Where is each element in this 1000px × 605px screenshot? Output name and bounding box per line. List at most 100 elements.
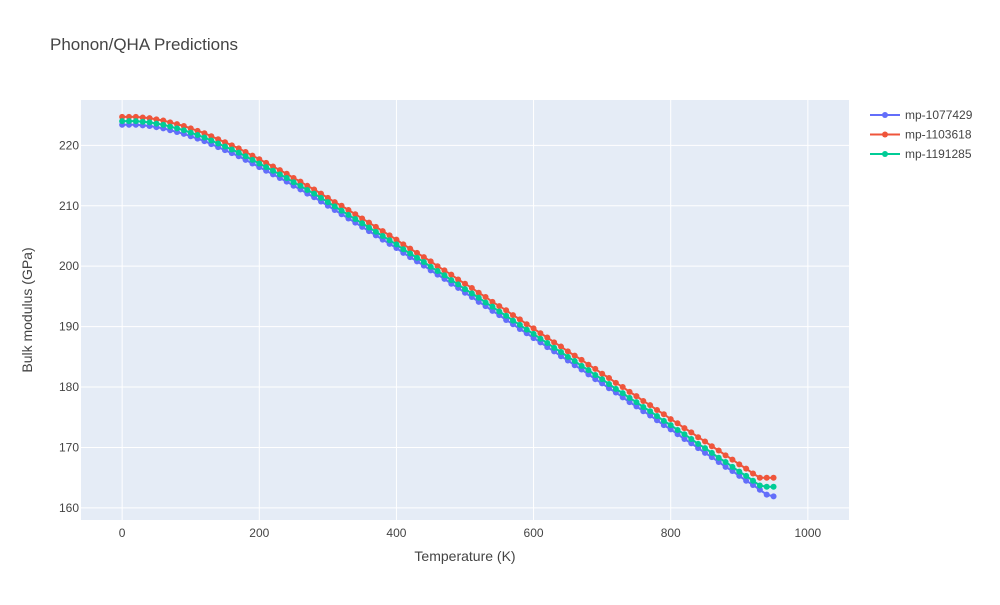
- data-point[interactable]: [119, 118, 126, 125]
- data-point[interactable]: [228, 142, 235, 149]
- data-point[interactable]: [510, 312, 516, 319]
- data-point[interactable]: [215, 140, 222, 147]
- data-point[interactable]: [489, 298, 496, 305]
- data-point[interactable]: [544, 344, 551, 351]
- data-point[interactable]: [379, 232, 386, 239]
- data-point[interactable]: [331, 199, 338, 206]
- data-point[interactable]: [660, 417, 667, 424]
- data-point[interactable]: [578, 362, 585, 369]
- data-point[interactable]: [681, 431, 688, 438]
- data-point[interactable]: [592, 376, 599, 383]
- data-point[interactable]: [324, 199, 331, 206]
- data-point[interactable]: [564, 348, 571, 355]
- data-point[interactable]: [174, 121, 180, 128]
- data-point[interactable]: [270, 167, 276, 174]
- data-point[interactable]: [462, 280, 468, 287]
- data-point[interactable]: [558, 349, 564, 355]
- data-point[interactable]: [619, 390, 626, 397]
- data-point[interactable]: [263, 164, 270, 171]
- data-point[interactable]: [770, 493, 777, 500]
- data-point[interactable]: [276, 167, 283, 174]
- data-point[interactable]: [674, 420, 681, 427]
- data-point[interactable]: [722, 452, 729, 459]
- data-point[interactable]: [667, 416, 674, 423]
- data-point[interactable]: [708, 449, 715, 456]
- data-point[interactable]: [558, 353, 564, 360]
- data-point[interactable]: [359, 215, 366, 222]
- data-point[interactable]: [708, 443, 715, 450]
- data-point[interactable]: [455, 281, 462, 288]
- data-point[interactable]: [722, 458, 729, 465]
- data-point[interactable]: [215, 136, 222, 143]
- data-point[interactable]: [400, 241, 407, 248]
- data-point[interactable]: [654, 417, 660, 424]
- data-point[interactable]: [523, 321, 530, 328]
- data-point[interactable]: [626, 388, 633, 395]
- data-point[interactable]: [750, 470, 756, 477]
- data-point[interactable]: [763, 474, 770, 481]
- data-point[interactable]: [489, 307, 496, 314]
- data-point[interactable]: [770, 474, 777, 481]
- data-point[interactable]: [448, 277, 455, 284]
- data-point[interactable]: [228, 146, 235, 153]
- data-point[interactable]: [729, 463, 736, 470]
- data-point[interactable]: [400, 246, 407, 253]
- data-point[interactable]: [372, 223, 379, 230]
- data-point[interactable]: [715, 454, 722, 461]
- data-point[interactable]: [660, 422, 667, 429]
- data-point[interactable]: [756, 486, 763, 493]
- data-point[interactable]: [571, 358, 578, 365]
- legend-item[interactable]: mp-1191285: [870, 147, 972, 161]
- data-point[interactable]: [304, 182, 311, 189]
- data-point[interactable]: [551, 344, 558, 351]
- data-point[interactable]: [633, 399, 640, 406]
- data-point[interactable]: [276, 171, 283, 178]
- data-point[interactable]: [516, 316, 523, 323]
- data-point[interactable]: [249, 152, 256, 159]
- data-point[interactable]: [578, 356, 585, 363]
- data-point[interactable]: [448, 271, 455, 278]
- data-point[interactable]: [187, 129, 194, 136]
- data-point[interactable]: [462, 286, 468, 293]
- data-point[interactable]: [695, 445, 702, 452]
- data-point[interactable]: [695, 434, 702, 441]
- data-point[interactable]: [558, 343, 564, 350]
- data-point[interactable]: [667, 426, 674, 433]
- data-point[interactable]: [345, 211, 352, 218]
- data-point[interactable]: [496, 308, 503, 315]
- data-point[interactable]: [599, 376, 606, 383]
- data-point[interactable]: [132, 113, 139, 120]
- data-point[interactable]: [516, 326, 523, 333]
- data-point[interactable]: [386, 237, 393, 244]
- data-point[interactable]: [338, 202, 345, 209]
- data-point[interactable]: [290, 179, 297, 186]
- data-point[interactable]: [153, 116, 160, 123]
- data-point[interactable]: [592, 371, 599, 378]
- data-point[interactable]: [729, 456, 736, 463]
- data-point[interactable]: [167, 119, 174, 126]
- data-point[interactable]: [715, 447, 722, 454]
- data-point[interactable]: [139, 118, 146, 125]
- data-point[interactable]: [434, 268, 441, 275]
- data-point[interactable]: [688, 440, 695, 447]
- data-point[interactable]: [743, 472, 750, 479]
- data-point[interactable]: [352, 216, 359, 223]
- data-point[interactable]: [139, 114, 146, 121]
- data-point[interactable]: [585, 361, 592, 368]
- data-point[interactable]: [366, 219, 372, 226]
- data-point[interactable]: [763, 483, 770, 490]
- data-point[interactable]: [612, 379, 619, 386]
- data-point[interactable]: [263, 159, 270, 166]
- data-point[interactable]: [681, 425, 688, 432]
- data-point[interactable]: [468, 290, 475, 297]
- data-point[interactable]: [441, 272, 448, 279]
- data-point[interactable]: [242, 153, 249, 160]
- data-point[interactable]: [132, 118, 139, 125]
- data-point[interactable]: [475, 294, 482, 301]
- data-point[interactable]: [407, 245, 414, 252]
- data-point[interactable]: [475, 289, 482, 296]
- data-point[interactable]: [530, 325, 537, 332]
- data-point[interactable]: [290, 174, 297, 181]
- data-point[interactable]: [564, 353, 571, 360]
- data-point[interactable]: [640, 397, 647, 404]
